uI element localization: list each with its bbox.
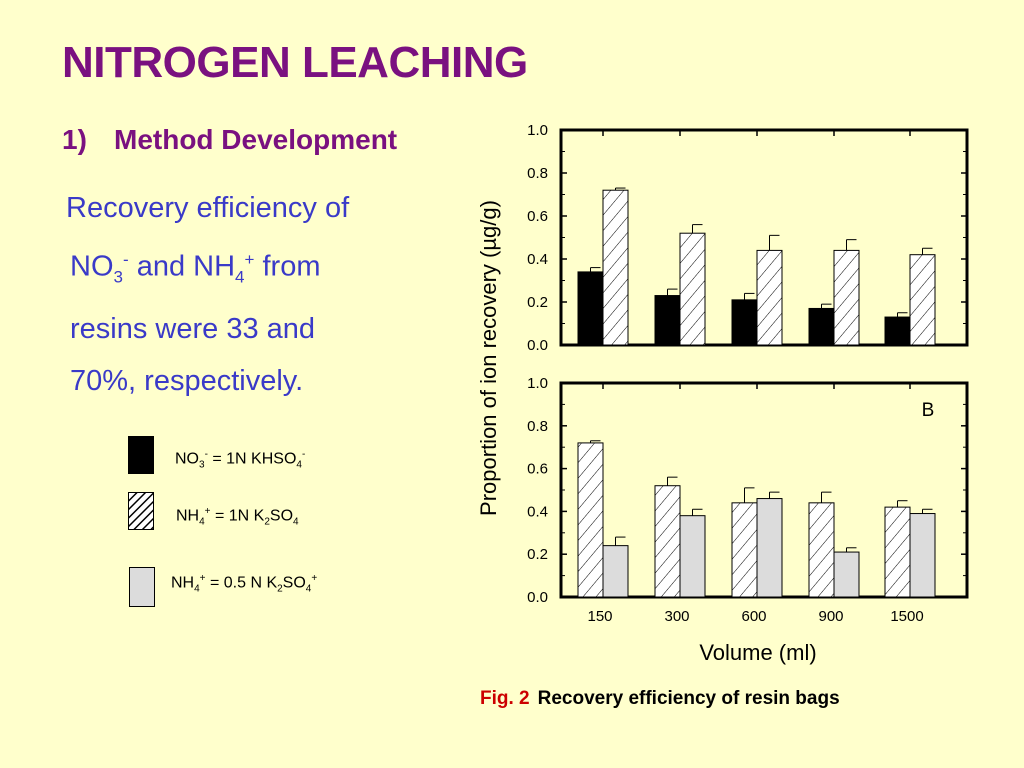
x-tick-label: 150 (587, 608, 612, 625)
bar (756, 249, 783, 346)
y-tick-label: 0.2 (527, 546, 548, 563)
bar (602, 545, 629, 598)
slide-title: NITROGEN LEACHING (62, 38, 528, 87)
summary-line-1: Recovery efficiency of (66, 192, 350, 224)
legend-label-nh4-05n: NH4+ = 0.5 N K2SO4+ (171, 573, 318, 595)
bar (577, 442, 604, 598)
section-number: 1) (62, 124, 87, 155)
bar (833, 551, 860, 598)
y-tick-label: 0.0 (527, 589, 548, 606)
bar (602, 189, 629, 346)
y-axis-label: Proportion of ion recovery (µg/g) (476, 200, 501, 516)
bar (833, 249, 860, 346)
x-tick-label: 300 (664, 608, 689, 625)
y-tick-label: 1.0 (527, 122, 548, 139)
figure-caption-text: Recovery efficiency of resin bags (537, 688, 840, 709)
figure-caption: Fig. 2 Recovery efficiency of resin bags (480, 688, 840, 710)
bar (679, 232, 706, 346)
legend-swatch-black (128, 436, 154, 474)
y-tick-label: 0.8 (527, 418, 548, 435)
legend-swatch-gray (129, 567, 155, 607)
bar (756, 498, 783, 598)
y-tick-label: 0.2 (527, 294, 548, 311)
y-tick-label: 0.0 (527, 337, 548, 354)
bar (654, 295, 681, 346)
y-tick-label: 0.4 (527, 503, 548, 520)
panel-label: B (922, 400, 935, 421)
bar (909, 513, 936, 598)
section-heading: 1) Method Development (62, 124, 397, 156)
legend-label-nh4-1n: NH4+ = 1N K2SO4 (176, 506, 299, 528)
bar (577, 271, 604, 346)
summary-line-4: 70%, respectively. (70, 365, 304, 398)
x-tick-label: 1500 (890, 608, 923, 625)
bar (654, 485, 681, 598)
bar (731, 502, 758, 598)
bar (808, 502, 835, 598)
bar (808, 307, 835, 346)
section-title: Method Development (114, 124, 398, 155)
y-tick-label: 0.6 (527, 208, 548, 225)
summary-line-2: NO3- and NH4+ from (70, 250, 321, 287)
y-tick-label: 0.4 (527, 251, 548, 268)
legend-swatch-hatch (128, 492, 154, 530)
x-tick-label: 600 (741, 608, 766, 625)
x-axis-label: Volume (ml) (699, 640, 816, 665)
bar (909, 254, 936, 346)
bar (731, 299, 758, 346)
figure-number: Fig. 2 (480, 688, 530, 709)
legend-label-no3: NO3- = 1N KHSO4- (175, 449, 306, 471)
bar (884, 506, 911, 598)
bar (679, 515, 706, 598)
summary-line-3: resins were 33 and (70, 313, 316, 346)
y-tick-label: 1.0 (527, 375, 548, 392)
y-tick-label: 0.8 (527, 165, 548, 182)
bar (884, 316, 911, 346)
x-tick-label: 900 (818, 608, 843, 625)
y-tick-label: 0.6 (527, 461, 548, 478)
summary-paragraph: Recovery efficiency of NO3- and NH4+ fro… (66, 182, 426, 407)
